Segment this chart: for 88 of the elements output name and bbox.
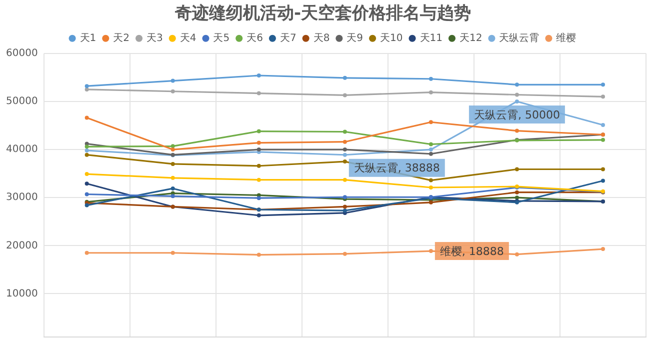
point — [514, 99, 519, 104]
point — [84, 87, 89, 92]
legend-label: 天4 — [180, 32, 196, 44]
point — [170, 89, 175, 94]
legend-label: 天1 — [80, 32, 96, 44]
point — [342, 93, 347, 98]
point — [84, 172, 89, 176]
point — [600, 167, 605, 172]
point — [170, 176, 175, 180]
point — [600, 247, 605, 252]
point — [170, 186, 175, 190]
legend-label: 天12 — [459, 32, 482, 44]
point — [342, 252, 347, 256]
point — [256, 213, 261, 218]
point — [256, 164, 261, 168]
point — [428, 142, 433, 146]
point — [514, 190, 519, 194]
y-tick-label: 60000 — [6, 48, 38, 59]
point — [84, 84, 89, 88]
point — [84, 116, 89, 120]
point — [600, 123, 605, 128]
point — [342, 160, 347, 164]
point — [428, 90, 433, 94]
legend-label: 天10 — [380, 32, 403, 44]
legend-label: 天5 — [213, 32, 230, 44]
point — [600, 138, 605, 142]
point — [84, 182, 89, 186]
point — [256, 129, 261, 134]
point — [170, 78, 175, 83]
legend-label: 天9 — [346, 32, 364, 44]
data-label: 维樱, 18888 — [440, 244, 504, 258]
point — [342, 140, 347, 144]
point — [170, 250, 175, 255]
chart-title: 奇迹缝纫机活动-天空套价格排名与趋势 — [174, 4, 472, 24]
point — [84, 144, 89, 149]
point — [84, 203, 89, 208]
legend-label: 天8 — [313, 32, 330, 44]
point — [256, 252, 261, 257]
point — [170, 194, 175, 198]
data-label: 天纵云霄, 38888 — [354, 162, 440, 175]
point — [342, 130, 347, 134]
point — [256, 91, 261, 96]
point — [256, 74, 261, 78]
point — [600, 94, 605, 99]
point — [428, 186, 433, 190]
data-label: 天纵云霄, 50000 — [474, 108, 560, 122]
legend-label: 天11 — [420, 32, 442, 44]
point — [342, 204, 347, 209]
point — [428, 152, 433, 156]
point — [514, 92, 519, 97]
point — [256, 196, 261, 200]
point — [514, 82, 519, 87]
point — [428, 148, 433, 152]
point — [170, 162, 175, 166]
point — [428, 200, 433, 204]
point — [428, 178, 433, 182]
point — [170, 148, 175, 152]
legend-label: 天2 — [113, 32, 130, 44]
point — [428, 120, 433, 124]
point — [342, 148, 347, 152]
point — [600, 178, 605, 183]
point — [170, 144, 175, 148]
point — [428, 249, 433, 254]
point — [514, 167, 519, 172]
y-tick-label: 30000 — [6, 192, 38, 204]
legend-label: 天纵云霄 — [499, 32, 540, 44]
point — [84, 148, 89, 152]
legend-label: 维樱 — [556, 32, 576, 44]
legend-label: 天6 — [246, 32, 263, 44]
y-tick-label: 50000 — [6, 96, 38, 108]
y-tick-label: 10000 — [6, 288, 38, 300]
point — [514, 128, 519, 133]
point — [600, 82, 605, 87]
point — [342, 152, 347, 157]
point — [514, 252, 519, 256]
y-tick-label: 20000 — [6, 240, 38, 252]
legend-label: 天3 — [146, 32, 163, 44]
point — [84, 152, 89, 157]
point — [256, 178, 261, 182]
point — [84, 192, 89, 196]
point — [84, 250, 89, 255]
legend-label: 天7 — [280, 32, 296, 44]
point — [256, 140, 261, 145]
point — [514, 196, 519, 200]
point — [342, 76, 347, 80]
point — [428, 76, 433, 81]
y-tick-label: 40000 — [6, 144, 38, 156]
point — [342, 178, 347, 182]
